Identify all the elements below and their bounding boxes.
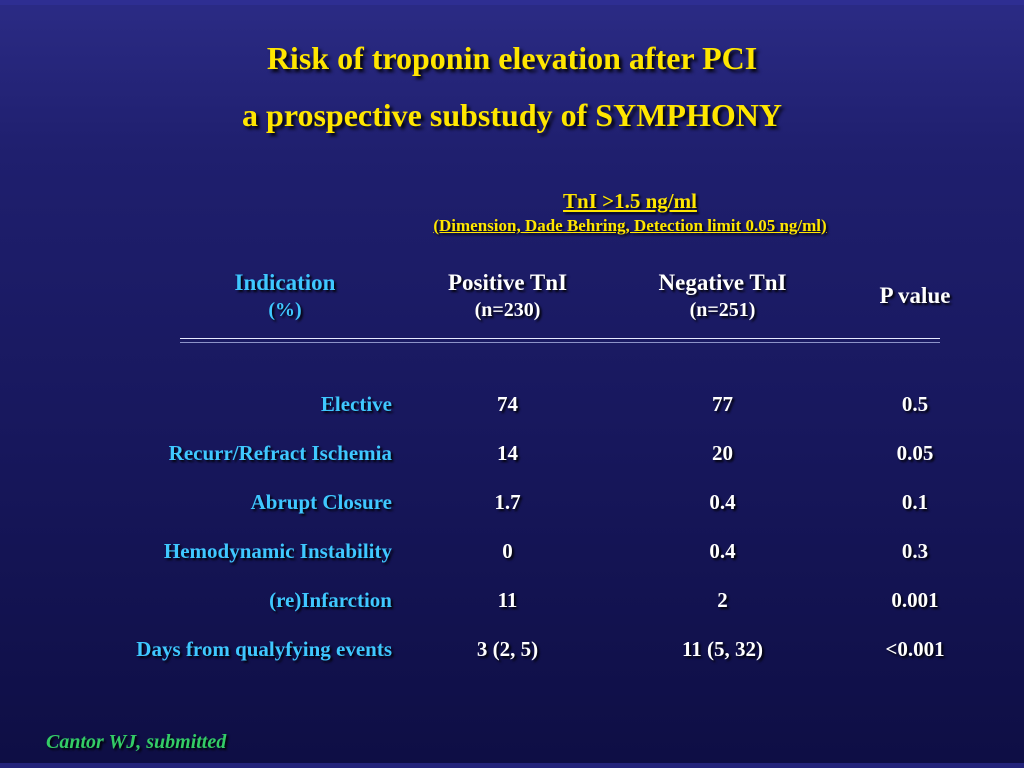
cell-positive: 3 (2, 5) xyxy=(476,637,539,661)
row-label: Recurr/Refract Ischemia xyxy=(168,441,392,465)
table-row: Hemodynamic Instability 0 0.4 0.3 xyxy=(60,527,980,576)
cell-p-value: 0.3 xyxy=(901,539,929,563)
cell-negative: 0.4 xyxy=(709,539,736,563)
assay-header: TnI >1.5 ng/ml (Dimension, Dade Behring,… xyxy=(240,188,1020,238)
table-row: Days from qualyfying events 3 (2, 5) 11 … xyxy=(60,625,980,674)
title-line-1: Risk of troponin elevation after PCI xyxy=(266,40,758,76)
header-divider xyxy=(180,338,940,343)
header-negative-line2: (n=251) xyxy=(689,299,756,321)
row-label: Hemodynamic Instability xyxy=(163,539,392,563)
cell-p-value: 0.001 xyxy=(891,588,939,612)
title-line-2: a prospective substudy of SYMPHONY xyxy=(242,97,782,133)
cell-p-value: 0.1 xyxy=(901,490,929,514)
cell-p-value: <0.001 xyxy=(885,637,945,661)
cell-positive: 11 xyxy=(497,588,518,612)
row-label: Elective xyxy=(320,392,392,416)
cell-negative: 11 (5, 32) xyxy=(681,637,764,661)
citation: Cantor WJ, submitted xyxy=(46,731,227,753)
row-label: (re)Infarction xyxy=(269,588,392,612)
table-row: Abrupt Closure 1.7 0.4 0.1 xyxy=(60,478,980,527)
header-indication: Indication (%) xyxy=(60,256,420,336)
cell-positive: 0 xyxy=(502,539,513,563)
cell-p-value: 0.5 xyxy=(901,392,929,416)
header-p-value-line1: P value xyxy=(879,283,951,308)
cell-negative: 0.4 xyxy=(709,490,736,514)
header-positive-line2: (n=230) xyxy=(474,299,541,321)
cell-negative: 2 xyxy=(717,588,728,612)
header-positive-tni: Positive TnI (n=230) xyxy=(420,256,595,336)
cell-negative: 77 xyxy=(712,392,733,416)
table-body: Elective 74 77 0.5 Recurr/Refract Ischem… xyxy=(60,380,980,674)
header-negative-tni: Negative TnI (n=251) xyxy=(595,256,850,336)
assay-detail: (Dimension, Dade Behring, Detection limi… xyxy=(433,216,827,235)
row-label: Days from qualyfying events xyxy=(136,637,392,661)
cell-positive: 1.7 xyxy=(494,490,521,514)
slide-title: Risk of troponin elevation after PCI a p… xyxy=(0,30,1024,144)
row-label: Abrupt Closure xyxy=(250,490,392,514)
assay-threshold: TnI >1.5 ng/ml xyxy=(563,189,697,213)
results-table: Indication (%) Positive TnI (n=230) Nega… xyxy=(60,256,980,674)
cell-negative: 20 xyxy=(712,441,733,465)
table-row: Elective 74 77 0.5 xyxy=(60,380,980,429)
table-header-row: Indication (%) Positive TnI (n=230) Nega… xyxy=(60,256,980,336)
header-positive-line1: Positive TnI xyxy=(447,270,568,295)
header-indication-line2: (%) xyxy=(268,299,302,321)
header-p-value: P value xyxy=(850,256,980,336)
header-negative-line1: Negative TnI xyxy=(658,270,787,295)
cell-p-value: 0.05 xyxy=(896,441,934,465)
cell-positive: 14 xyxy=(497,441,518,465)
header-indication-line1: Indication xyxy=(234,270,336,295)
cell-positive: 74 xyxy=(497,392,518,416)
table-row: Recurr/Refract Ischemia 14 20 0.05 xyxy=(60,429,980,478)
table-row: (re)Infarction 11 2 0.001 xyxy=(60,576,980,625)
